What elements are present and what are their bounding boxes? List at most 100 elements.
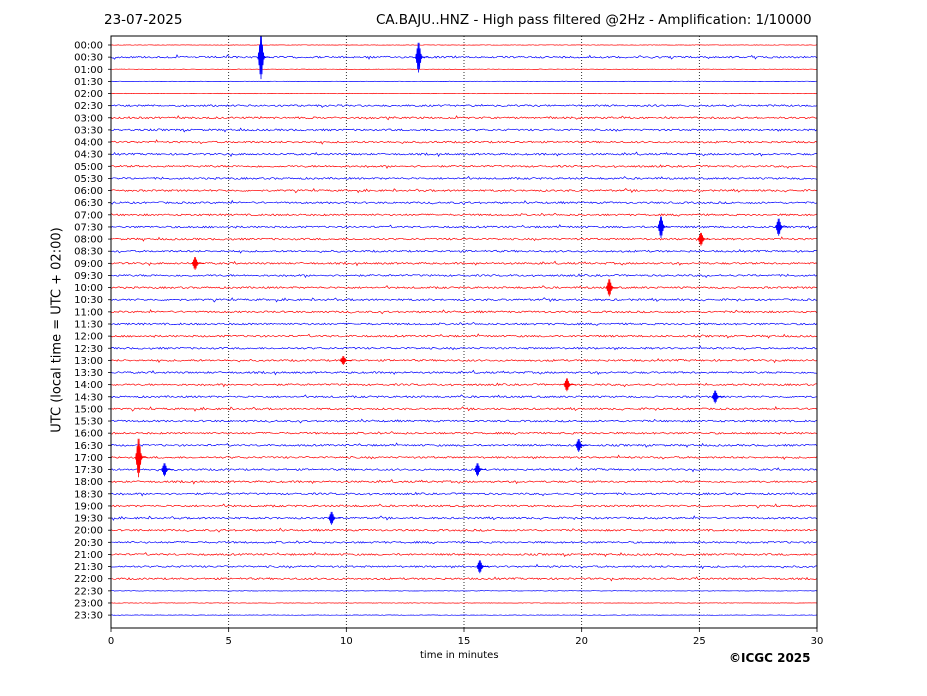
trace-row-2230 [110, 590, 817, 592]
y-tick-label: 02:30 [74, 101, 103, 112]
y-tick-label: 22:00 [74, 574, 103, 585]
trace-row-0230 [110, 103, 817, 108]
y-tick-label: 17:00 [74, 453, 103, 464]
trace-row-1300 [110, 358, 817, 364]
trace-row-2000 [110, 527, 817, 533]
y-tick-label: 05:30 [74, 174, 103, 185]
event-spike [415, 42, 428, 73]
y-tick-label: 13:00 [74, 356, 103, 367]
y-tick-label: 08:30 [74, 247, 103, 258]
trace-row-2130 [110, 563, 817, 570]
trace-row-2200 [110, 576, 817, 582]
trace-row-1930 [110, 515, 817, 521]
y-tick-label: 03:00 [74, 113, 103, 124]
y-tick-label: 07:00 [74, 210, 103, 221]
trace-row-1230 [110, 345, 817, 351]
trace-row-2330 [110, 614, 817, 616]
trace-row-1200 [110, 333, 817, 339]
trace-row-0200 [110, 92, 817, 95]
y-tick-label: 15:30 [74, 417, 103, 428]
y-tick-label: 19:00 [74, 501, 103, 512]
event-spike [135, 438, 148, 478]
trace-row-1630 [110, 442, 817, 448]
date-label: 23-07-2025 [104, 12, 183, 28]
event-spike [476, 560, 489, 574]
y-tick-label: 04:00 [74, 138, 103, 149]
y-tick-label: 06:00 [74, 186, 103, 197]
x-axis-label: time in minutes [420, 650, 499, 661]
x-tick-label: 20 [575, 636, 588, 647]
y-tick-label: 14:00 [74, 380, 103, 391]
trace-row-2100 [110, 551, 817, 558]
plot-frame [110, 35, 818, 629]
trace-row-1800 [110, 478, 817, 485]
y-tick-label: 16:30 [74, 441, 103, 452]
event-spike [339, 356, 353, 365]
event-spike [657, 216, 671, 239]
y-tick-label: 00:00 [74, 41, 103, 52]
event-spike [191, 257, 205, 270]
y-tick-label: 12:00 [74, 332, 103, 343]
x-tick-label: 15 [458, 636, 471, 647]
y-tick-label: 01:30 [74, 77, 103, 88]
y-tick-label: 12:30 [74, 344, 103, 355]
trace-row-0530 [110, 175, 817, 181]
event-spike [775, 218, 788, 236]
trace-row-1030 [110, 297, 817, 303]
y-tick-label: 14:30 [74, 392, 103, 403]
chart-title: CA.BAJU..HNZ - High pass filtered @2Hz -… [376, 12, 812, 28]
trace-row-2030 [110, 540, 817, 545]
y-tick-label: 10:00 [74, 283, 103, 294]
trace-row-0630 [110, 199, 817, 206]
trace-row-0700 [110, 212, 817, 217]
trace-row-1730 [110, 467, 817, 473]
trace-row-1900 [110, 503, 817, 509]
x-tick-label: 25 [693, 636, 706, 647]
trace-row-1400 [110, 382, 817, 388]
trace-row-1430 [110, 394, 817, 399]
y-tick-label: 03:30 [74, 125, 103, 136]
y-tick-label: 09:00 [74, 259, 103, 270]
trace-row-0400 [110, 139, 817, 145]
trace-row-0600 [110, 187, 817, 194]
event-spike [563, 378, 576, 392]
trace-row-1600 [110, 431, 817, 436]
trace-row-2300 [110, 602, 817, 604]
x-tick-label: 0 [108, 636, 114, 647]
y-tick-label: 06:30 [74, 198, 103, 209]
trace-row-1830 [110, 491, 817, 497]
y-tick-label: 01:00 [74, 65, 103, 76]
event-spike [711, 390, 725, 404]
y-tick-label: 18:30 [74, 489, 103, 500]
trace-row-1700 [110, 454, 817, 461]
y-tick-label: 19:30 [74, 514, 103, 525]
y-tick-label: 08:00 [74, 235, 103, 246]
trace-row-0500 [110, 164, 817, 169]
event-spike [474, 463, 487, 477]
y-tick-label: 15:00 [74, 404, 103, 415]
y-tick-label: 05:00 [74, 162, 103, 173]
trace-row-1530 [110, 418, 817, 424]
y-tick-label: 16:00 [74, 429, 103, 440]
y-tick-label: 11:00 [74, 307, 103, 318]
y-tick-label: 23:00 [74, 598, 103, 609]
y-tick-label: 10:30 [74, 295, 103, 306]
y-tick-label: 17:30 [74, 465, 103, 476]
y-tick-label: 21:00 [74, 550, 103, 561]
event-spike [257, 36, 270, 80]
trace-row-1500 [110, 405, 817, 412]
trace-row-0730 [110, 224, 817, 230]
trace-row-0030 [110, 54, 817, 60]
y-tick-label: 09:30 [74, 271, 103, 282]
trace-row-0330 [110, 127, 817, 133]
y-tick-label: 23:30 [74, 611, 103, 622]
trace-row-0300 [110, 115, 817, 121]
trace-row-0900 [110, 260, 817, 267]
event-spike [161, 463, 174, 477]
trace-row-1100 [110, 308, 817, 315]
trace-row-1000 [110, 285, 817, 290]
y-tick-label: 22:30 [74, 586, 103, 597]
y-tick-label: 13:30 [74, 368, 103, 379]
x-tick-label: 10 [340, 636, 353, 647]
trace-row-0130 [110, 80, 817, 82]
